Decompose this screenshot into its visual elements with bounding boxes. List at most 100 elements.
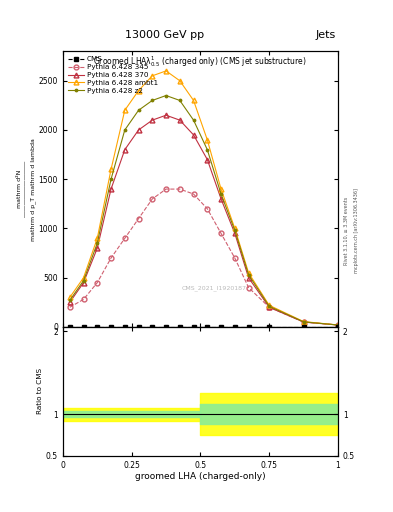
Pythia 6.428 z2 [68, 297, 72, 304]
Pythia 6.428 345 [205, 206, 210, 212]
Pythia 6.428 z2 [108, 176, 114, 182]
Pythia 6.428 z2 [191, 117, 196, 123]
Pythia 6.428 z2 [233, 227, 237, 233]
Pythia 6.428 370 [136, 127, 141, 133]
Pythia 6.428 370 [81, 280, 86, 286]
Text: 13000 GeV pp: 13000 GeV pp [125, 30, 205, 40]
Line: CMS: CMS [68, 325, 340, 329]
Pythia 6.428 ambt1 [178, 78, 182, 84]
Pythia 6.428 z2 [336, 322, 340, 328]
Pythia 6.428 z2 [178, 97, 182, 103]
CMS [336, 324, 340, 330]
Y-axis label: Ratio to CMS: Ratio to CMS [37, 368, 43, 414]
Pythia 6.428 ambt1 [336, 322, 340, 328]
Pythia 6.428 z2 [301, 319, 306, 325]
Pythia 6.428 370 [205, 157, 210, 163]
Pythia 6.428 z2 [81, 278, 86, 284]
CMS [68, 324, 72, 330]
Pythia 6.428 ambt1 [95, 236, 100, 242]
Pythia 6.428 370 [108, 186, 114, 192]
Pythia 6.428 ambt1 [267, 302, 272, 308]
CMS [301, 324, 306, 330]
Text: Jets: Jets [316, 30, 336, 40]
Pythia 6.428 ambt1 [81, 274, 86, 281]
CMS [150, 324, 155, 330]
Text: Rivet 3.1.10, ≥ 3.3M events: Rivet 3.1.10, ≥ 3.3M events [344, 196, 349, 265]
Pythia 6.428 ambt1 [123, 107, 127, 113]
Pythia 6.428 370 [233, 230, 237, 237]
CMS [178, 324, 182, 330]
Pythia 6.428 345 [301, 319, 306, 325]
Pythia 6.428 ambt1 [301, 318, 306, 325]
Pythia 6.428 345 [108, 255, 114, 261]
Pythia 6.428 z2 [267, 303, 272, 309]
Pythia 6.428 z2 [246, 272, 251, 278]
Pythia 6.428 z2 [150, 97, 155, 103]
Legend: CMS, Pythia 6.428 345, Pythia 6.428 370, Pythia 6.428 ambt1, Pythia 6.428 z2: CMS, Pythia 6.428 345, Pythia 6.428 370,… [66, 55, 159, 95]
Pythia 6.428 z2 [136, 107, 141, 113]
Pythia 6.428 ambt1 [68, 294, 72, 301]
Pythia 6.428 370 [246, 274, 251, 281]
Pythia 6.428 345 [136, 216, 141, 222]
X-axis label: groomed LHA (charged-only): groomed LHA (charged-only) [135, 472, 266, 481]
Pythia 6.428 345 [219, 230, 223, 237]
Pythia 6.428 ambt1 [136, 88, 141, 94]
Pythia 6.428 370 [301, 319, 306, 325]
Pythia 6.428 ambt1 [246, 270, 251, 276]
Pythia 6.428 z2 [123, 127, 127, 133]
Pythia 6.428 370 [178, 117, 182, 123]
Pythia 6.428 z2 [219, 191, 223, 197]
Line: Pythia 6.428 370: Pythia 6.428 370 [67, 113, 340, 328]
Pythia 6.428 345 [267, 304, 272, 310]
Line: Pythia 6.428 345: Pythia 6.428 345 [67, 187, 340, 328]
Pythia 6.428 ambt1 [164, 68, 169, 74]
Pythia 6.428 ambt1 [219, 186, 223, 192]
Pythia 6.428 370 [150, 117, 155, 123]
Line: Pythia 6.428 ambt1: Pythia 6.428 ambt1 [67, 69, 340, 328]
Pythia 6.428 370 [123, 146, 127, 153]
Pythia 6.428 345 [164, 186, 169, 192]
Pythia 6.428 370 [95, 245, 100, 251]
CMS [108, 324, 114, 330]
CMS [205, 324, 210, 330]
Text: CMS_2021_I1920187: CMS_2021_I1920187 [182, 286, 247, 291]
Pythia 6.428 345 [123, 236, 127, 242]
CMS [123, 324, 127, 330]
Line: Pythia 6.428 z2: Pythia 6.428 z2 [67, 93, 340, 328]
Pythia 6.428 z2 [95, 240, 100, 246]
Pythia 6.428 345 [336, 322, 340, 328]
CMS [233, 324, 237, 330]
CMS [95, 324, 100, 330]
Pythia 6.428 370 [336, 322, 340, 328]
Pythia 6.428 ambt1 [233, 225, 237, 231]
Pythia 6.428 ambt1 [150, 73, 155, 79]
Pythia 6.428 370 [219, 196, 223, 202]
Pythia 6.428 ambt1 [205, 137, 210, 143]
Pythia 6.428 ambt1 [191, 97, 196, 103]
Text: Groomed LHAλ$^{1}_{0.5}$ (charged only) (CMS jet substructure): Groomed LHAλ$^{1}_{0.5}$ (charged only) … [94, 54, 307, 69]
Pythia 6.428 370 [191, 132, 196, 138]
Y-axis label: mathrm d²N
―――――――――
mathrm d p_T mathrm d lambda: mathrm d²N ――――――――― mathrm d p_T mathrm… [17, 138, 36, 241]
CMS [164, 324, 169, 330]
CMS [246, 324, 251, 330]
CMS [136, 324, 141, 330]
Pythia 6.428 345 [246, 285, 251, 291]
Pythia 6.428 z2 [205, 146, 210, 153]
Pythia 6.428 345 [150, 196, 155, 202]
Pythia 6.428 345 [81, 296, 86, 303]
Pythia 6.428 345 [191, 191, 196, 197]
Pythia 6.428 345 [178, 186, 182, 192]
Pythia 6.428 z2 [164, 93, 169, 99]
Pythia 6.428 345 [95, 280, 100, 286]
Text: mcplots.cern.ch [arXiv:1306.3436]: mcplots.cern.ch [arXiv:1306.3436] [354, 188, 359, 273]
CMS [219, 324, 223, 330]
Pythia 6.428 370 [267, 304, 272, 310]
CMS [81, 324, 86, 330]
Pythia 6.428 345 [68, 304, 72, 310]
Pythia 6.428 370 [164, 112, 169, 118]
Pythia 6.428 345 [233, 255, 237, 261]
Pythia 6.428 ambt1 [108, 166, 114, 173]
CMS [191, 324, 196, 330]
Pythia 6.428 370 [68, 300, 72, 306]
CMS [267, 324, 272, 330]
